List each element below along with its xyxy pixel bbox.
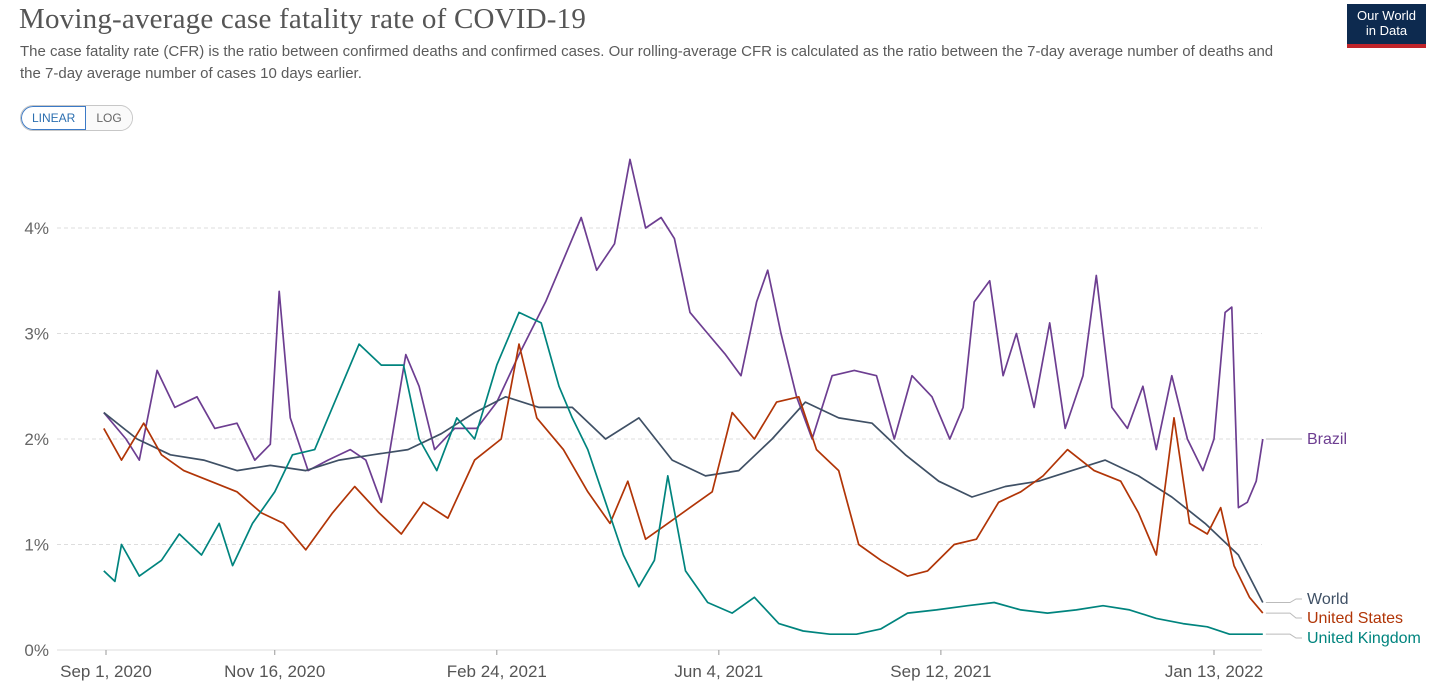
logo-line-2: in Data — [1365, 23, 1408, 38]
legend-label-brazil[interactable]: Brazil — [1307, 431, 1347, 448]
chart-title: Moving-average case fatality rate of COV… — [19, 3, 587, 35]
y-axis-ticks: 0% 1% 2% 3% 4% — [24, 219, 49, 660]
x-axis-ticks: Sep 1, 2020 Nov 16, 2020 Feb 24, 2021 Jun 4… — [60, 650, 1263, 681]
series-line-world[interactable] — [103, 395, 1264, 603]
legend-label-united-kingdom[interactable]: United Kingdom — [1307, 630, 1421, 647]
chart-subtitle: The case fatality rate (CFR) is the rati… — [20, 43, 1274, 82]
y-tick-label: 3% — [24, 325, 49, 344]
legend-connector — [1265, 633, 1302, 639]
x-tick-label: Jun 4, 2021 — [674, 662, 763, 681]
x-tick-label: Nov 16, 2020 — [224, 662, 325, 681]
x-tick-label: Sep 1, 2020 — [60, 662, 152, 681]
series-lines — [103, 158, 1264, 636]
legend-label-united-states[interactable]: United States — [1307, 610, 1403, 627]
legend-connector — [1265, 612, 1302, 619]
y-tick-label: 0% — [24, 641, 49, 660]
x-tick-label: Feb 24, 2021 — [447, 662, 547, 681]
legend-label-world[interactable]: World — [1307, 591, 1349, 608]
scale-toggle: LINEAR LOG — [20, 105, 133, 131]
y-tick-label: 2% — [24, 430, 49, 449]
x-tick-label: Sep 12, 2021 — [890, 662, 991, 681]
legend: Brazil World United States United Kingdom — [1265, 431, 1421, 647]
x-tick-label: Jan 13, 2022 — [1165, 662, 1263, 681]
owid-logo[interactable]: Our World in Data — [1347, 4, 1426, 48]
series-line-united-states[interactable] — [103, 343, 1264, 614]
series-line-united-kingdom[interactable] — [103, 311, 1263, 636]
y-tick-label: 1% — [24, 536, 49, 555]
log-scale-button[interactable]: LOG — [86, 106, 132, 130]
legend-connector — [1265, 598, 1302, 604]
linear-scale-button[interactable]: LINEAR — [21, 106, 87, 130]
logo-line-1: Our World — [1357, 8, 1416, 23]
grid-lines — [57, 227, 1262, 651]
y-tick-label: 4% — [24, 219, 49, 238]
